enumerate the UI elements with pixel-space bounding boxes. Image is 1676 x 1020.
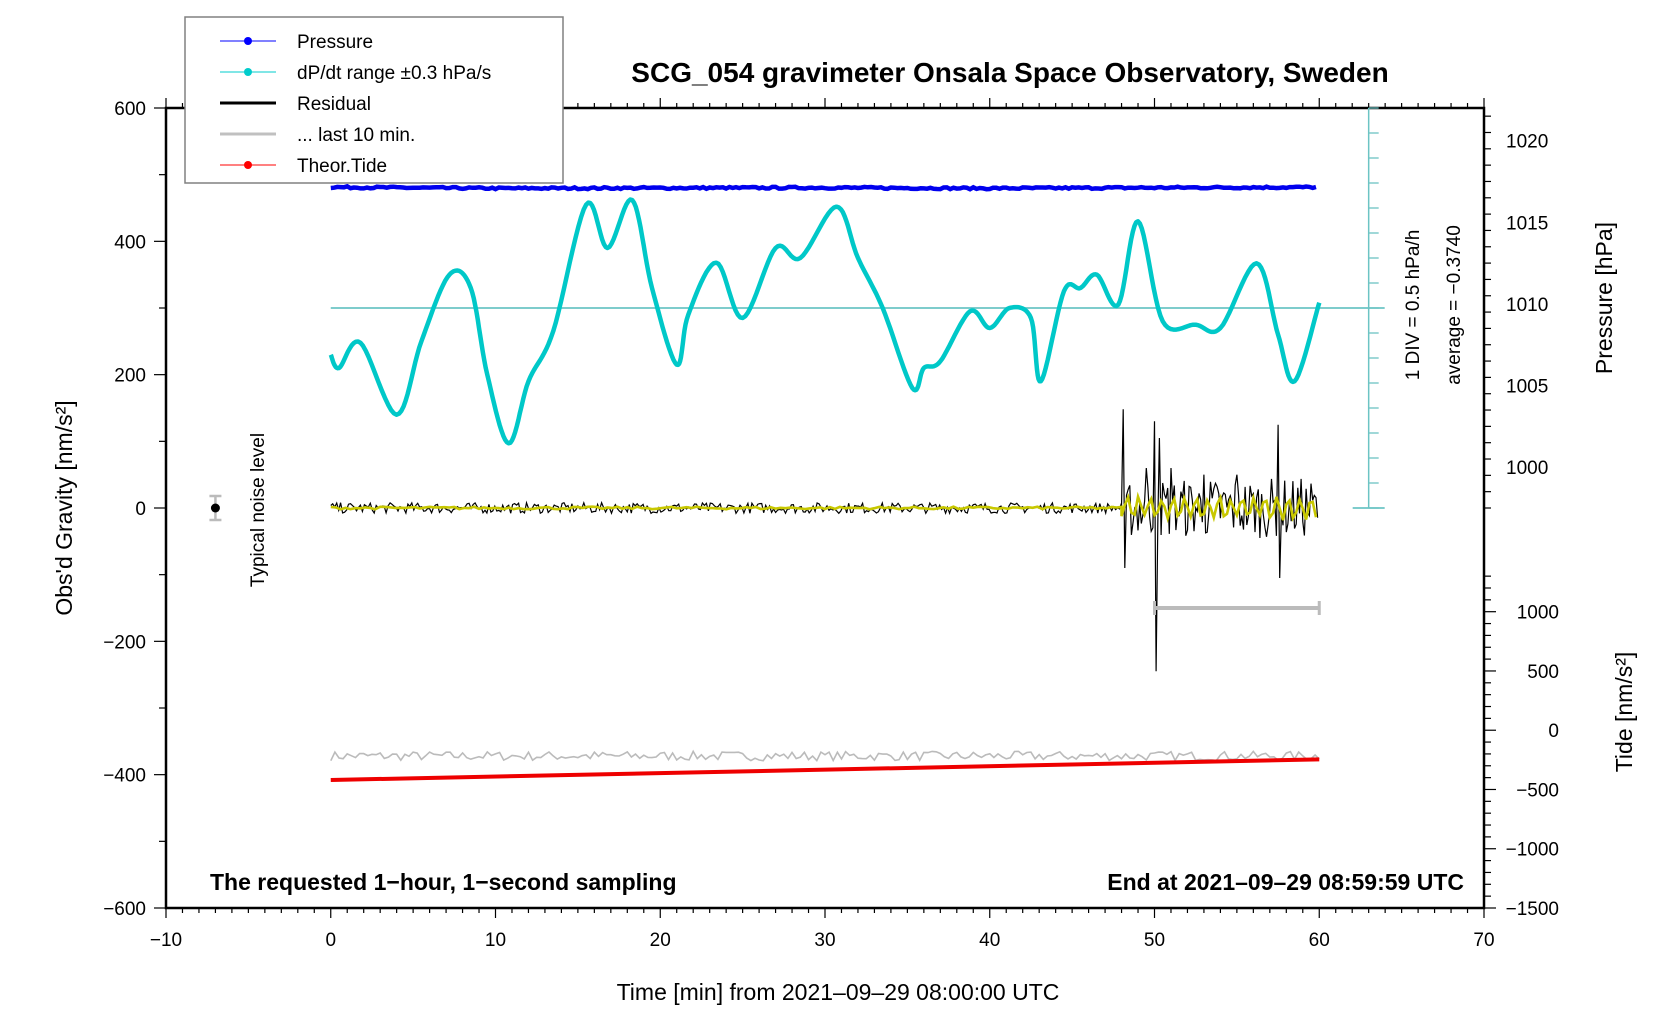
x-tick-label: −10 — [150, 930, 182, 951]
series-residual-line — [330, 409, 1319, 672]
tide-tick-label: 0 — [1548, 721, 1559, 742]
tide-tick-label: 1000 — [1517, 603, 1559, 624]
y-axis-pressure: 1020 1015 1010 1005 1000 — [1484, 115, 1548, 509]
dpdt-scale-axis — [330, 107, 1385, 509]
tide-tick-label: −500 — [1516, 780, 1559, 801]
x-tick-label: 20 — [650, 930, 671, 951]
legend-label: ... last 10 min. — [297, 125, 415, 146]
dpdt-div-label: 1 DIV = 0.5 hPa/h — [1403, 230, 1424, 381]
y-left-tick-label: 200 — [114, 366, 146, 387]
x-tick-label: 30 — [814, 930, 835, 951]
y-axis-pressure-title: Pressure [hPa] — [1591, 222, 1617, 374]
pressure-tick-label: 1010 — [1506, 295, 1548, 316]
legend-label: Residual — [297, 94, 371, 115]
tide-tick-label: 500 — [1527, 662, 1559, 683]
pressure-tick-label: 1000 — [1506, 458, 1548, 479]
series-layer — [209, 183, 1322, 782]
y-left-tick-label: 600 — [114, 99, 146, 120]
x-axis-title: Time [min] from 2021–09–29 08:00:00 UTC — [617, 979, 1060, 1005]
pressure-tick-label: 1020 — [1506, 132, 1548, 153]
y-axis-tide-title: Tide [nm/s²] — [1611, 652, 1637, 773]
tide-tick-label: −1500 — [1506, 899, 1559, 920]
legend-swatch-dot — [244, 37, 252, 45]
x-tick-label: 70 — [1473, 930, 1494, 951]
series-residual-smoothed-line — [330, 491, 1318, 524]
dpdt-average-label: average = −0.3740 — [1444, 225, 1465, 385]
x-tick-label: 10 — [485, 930, 506, 951]
y-left-tick-label: −600 — [103, 899, 146, 920]
x-tick-label: 50 — [1144, 930, 1165, 951]
legend-label: Theor.Tide — [297, 156, 387, 177]
y-axis-left-title: Obs'd Gravity [nm/s²] — [51, 400, 77, 615]
series-last10-line — [330, 749, 1320, 763]
y-axis-tide: 1000 500 0 −500 −1000 −1500 — [1484, 575, 1559, 920]
noise-level-label: Typical noise level — [248, 433, 269, 587]
legend-swatch-dot — [244, 161, 252, 169]
series-dpdt-line — [328, 197, 1322, 446]
x-tick-label: 60 — [1309, 930, 1330, 951]
legend-label: Pressure — [297, 32, 373, 53]
y-left-tick-label: 400 — [114, 232, 146, 253]
chart-title: SCG_054 gravimeter Onsala Space Observat… — [631, 57, 1388, 88]
noise-level-point — [210, 503, 220, 513]
y-left-tick-label: 0 — [135, 499, 146, 520]
series-pressure-line — [330, 183, 1317, 192]
y-left-tick-label: −200 — [103, 632, 146, 653]
legend-label: dP/dt range ±0.3 hPa/s — [297, 63, 491, 84]
x-tick-label: 0 — [325, 930, 336, 951]
annotation-end-time: End at 2021–09–29 08:59:59 UTC — [1107, 869, 1464, 895]
legend: Pressure dP/dt range ±0.3 hPa/s Residual..… — [184, 16, 564, 184]
y-left-tick-label: −400 — [103, 766, 146, 787]
pressure-tick-label: 1015 — [1506, 213, 1548, 234]
annotation-sampling: The requested 1−hour, 1−second sampling — [210, 869, 677, 895]
y-axis-left: 600 400 200 0 −200 −400 −600 — [103, 99, 166, 920]
tide-tick-label: −1000 — [1506, 840, 1559, 861]
series-tide-line — [330, 757, 1320, 782]
pressure-tick-label: 1005 — [1506, 377, 1548, 398]
legend-swatch-dot — [244, 68, 252, 76]
x-tick-label: 40 — [979, 930, 1000, 951]
